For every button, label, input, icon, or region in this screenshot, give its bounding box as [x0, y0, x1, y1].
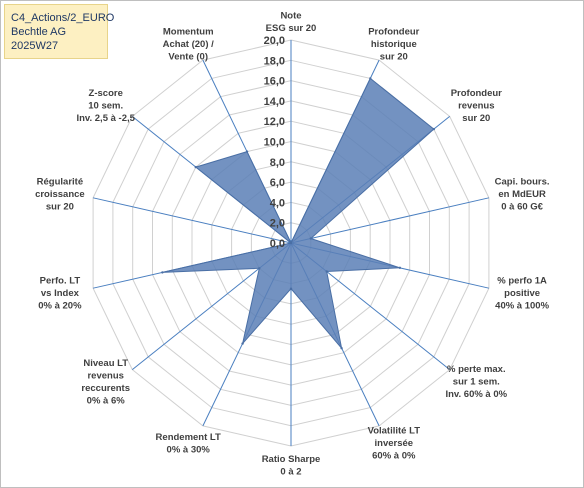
tick-label: 12,0 — [264, 116, 285, 128]
axis-label-line: 0% à 20% — [38, 300, 82, 311]
axis-label-line: croissance — [35, 189, 85, 200]
data-point — [258, 267, 261, 270]
axis-label-line: 40% à 100% — [495, 300, 549, 311]
axis-label: Perfo. LT vs Index 0% à 20% — [38, 275, 82, 311]
tick-label: 16,0 — [264, 76, 285, 88]
axis-label-line: Profondeur — [368, 26, 419, 37]
series-area — [162, 77, 435, 350]
axis-label-line: Note — [280, 11, 301, 22]
axis-label-line: en MdEUR — [498, 189, 546, 200]
tick-label: 8,0 — [270, 157, 285, 169]
axis-label: Rendement LT 0% à 30% — [156, 432, 221, 456]
axis-label-line: vs Index — [41, 288, 80, 299]
tick-label: 20,0 — [264, 35, 285, 47]
axis-label-line: 0% à 30% — [167, 445, 211, 456]
axis-label: Capi. bours. en MdEUR 0 à 60 G€ — [495, 177, 550, 213]
axis-label: % perfo 1A positive 40% à 100% — [495, 275, 549, 311]
axis-label-line: 10 sem. — [88, 100, 123, 111]
tick-label: 4,0 — [270, 197, 285, 209]
axis-label: Ratio Sharpe 0 à 2 — [262, 454, 321, 478]
axis-label: Régularité croissance sur 20 — [35, 177, 85, 213]
data-point — [432, 127, 435, 131]
chart-title-box: C4_Actions/2_EURO Bechtle AG 2025W27 — [4, 4, 115, 59]
axis-label-line: Profondeur — [451, 88, 502, 99]
data-point — [289, 241, 293, 245]
radar-tick-labels: 0,0 2,0 4,0 6,0 8,0 10,0 12,0 14,0 16,0 18,0 20,0 — [264, 35, 285, 250]
axis-label-line: sur 20 — [462, 113, 490, 124]
tick-label: 0,0 — [270, 238, 285, 250]
axis-label-line: 0 à 2 — [280, 466, 301, 477]
axis-label: Profondeur revenus sur 20 — [451, 88, 502, 124]
title-line-3: 2025W27 — [11, 40, 59, 52]
data-point — [161, 271, 164, 274]
axis-label-line: Vente (0) — [168, 51, 208, 62]
axis-label: Z-score 10 sem. Inv. 2,5 à -2,5 — [76, 88, 135, 124]
axis-label-line: 0 à 60 G€ — [501, 202, 543, 213]
axis-label: Niveau LT revenus reccurents 0% à 6% — [81, 358, 130, 407]
radar-series — [161, 77, 435, 350]
axis-label-line: historique — [371, 39, 417, 50]
tick-label: 6,0 — [270, 177, 285, 189]
axis-label: Note ESG sur 20 — [266, 11, 317, 34]
axis-label-line: sur 1 sem. — [453, 377, 500, 388]
axis-label-line: Rendement LT — [156, 432, 221, 443]
data-point — [309, 237, 312, 240]
data-point — [325, 270, 328, 273]
axis-label-line: Régularité — [37, 177, 83, 188]
data-point — [398, 266, 402, 269]
axis-label-line: Niveau LT — [83, 358, 128, 369]
data-point — [289, 287, 293, 290]
axis-spoke — [290, 197, 490, 244]
axis-label-line: Achat (20) / — [163, 39, 215, 50]
tick-label: 18,0 — [264, 55, 285, 67]
axis-label-line: Inv. 60% à 0% — [445, 389, 507, 400]
axis-label: Volatilité LT inversée 60% à 0% — [368, 426, 421, 462]
data-point — [241, 342, 244, 345]
axis-label-line: Inv. 2,5 à -2,5 — [76, 113, 135, 124]
data-point — [245, 150, 249, 153]
axis-label-line: Volatilité LT — [368, 426, 421, 437]
axis-label-line: sur 20 — [46, 202, 74, 213]
axis-label-line: 0% à 6% — [87, 396, 126, 407]
axis-label-line: Momentum — [163, 26, 214, 37]
axis-label-line: Z-score — [89, 88, 123, 99]
axis-label-line: Capi. bours. — [495, 177, 550, 188]
axis-label-line: Ratio Sharpe — [262, 454, 321, 465]
tick-label: 10,0 — [264, 137, 285, 149]
axis-label: % perte max. sur 1 sem. Inv. 60% à 0% — [445, 364, 507, 400]
axis-label-line: revenus — [458, 100, 494, 111]
axis-label: Profondeur historique sur 20 — [368, 26, 419, 62]
tick-label: 14,0 — [264, 96, 285, 108]
axis-label: Momentum Achat (20) / Vente (0) — [163, 26, 215, 62]
axis-spoke — [92, 197, 292, 244]
data-point — [340, 347, 343, 350]
data-point — [369, 77, 372, 80]
data-point — [194, 165, 197, 169]
title-line-2: Bechtle AG — [11, 26, 67, 38]
tick-label: 2,0 — [270, 218, 285, 230]
axis-label-line: ESG sur 20 — [266, 23, 317, 34]
axis-label-line: inversée — [375, 438, 414, 449]
axis-label-line: reccurents — [81, 383, 130, 394]
axis-label-line: revenus — [87, 371, 123, 382]
axis-label-line: sur 20 — [380, 51, 408, 62]
axis-label-line: Perfo. LT — [40, 275, 81, 286]
radar-axis-labels: Note ESG sur 20 Profondeur historique sur 20… — [35, 11, 550, 478]
axis-label-line: % perte max. — [447, 364, 506, 375]
axis-label-line: positive — [504, 288, 540, 299]
axis-label-line: % perfo 1A — [497, 275, 547, 286]
title-line-1: C4_Actions/2_EURO — [11, 12, 115, 24]
axis-label-line: 60% à 0% — [372, 451, 416, 462]
